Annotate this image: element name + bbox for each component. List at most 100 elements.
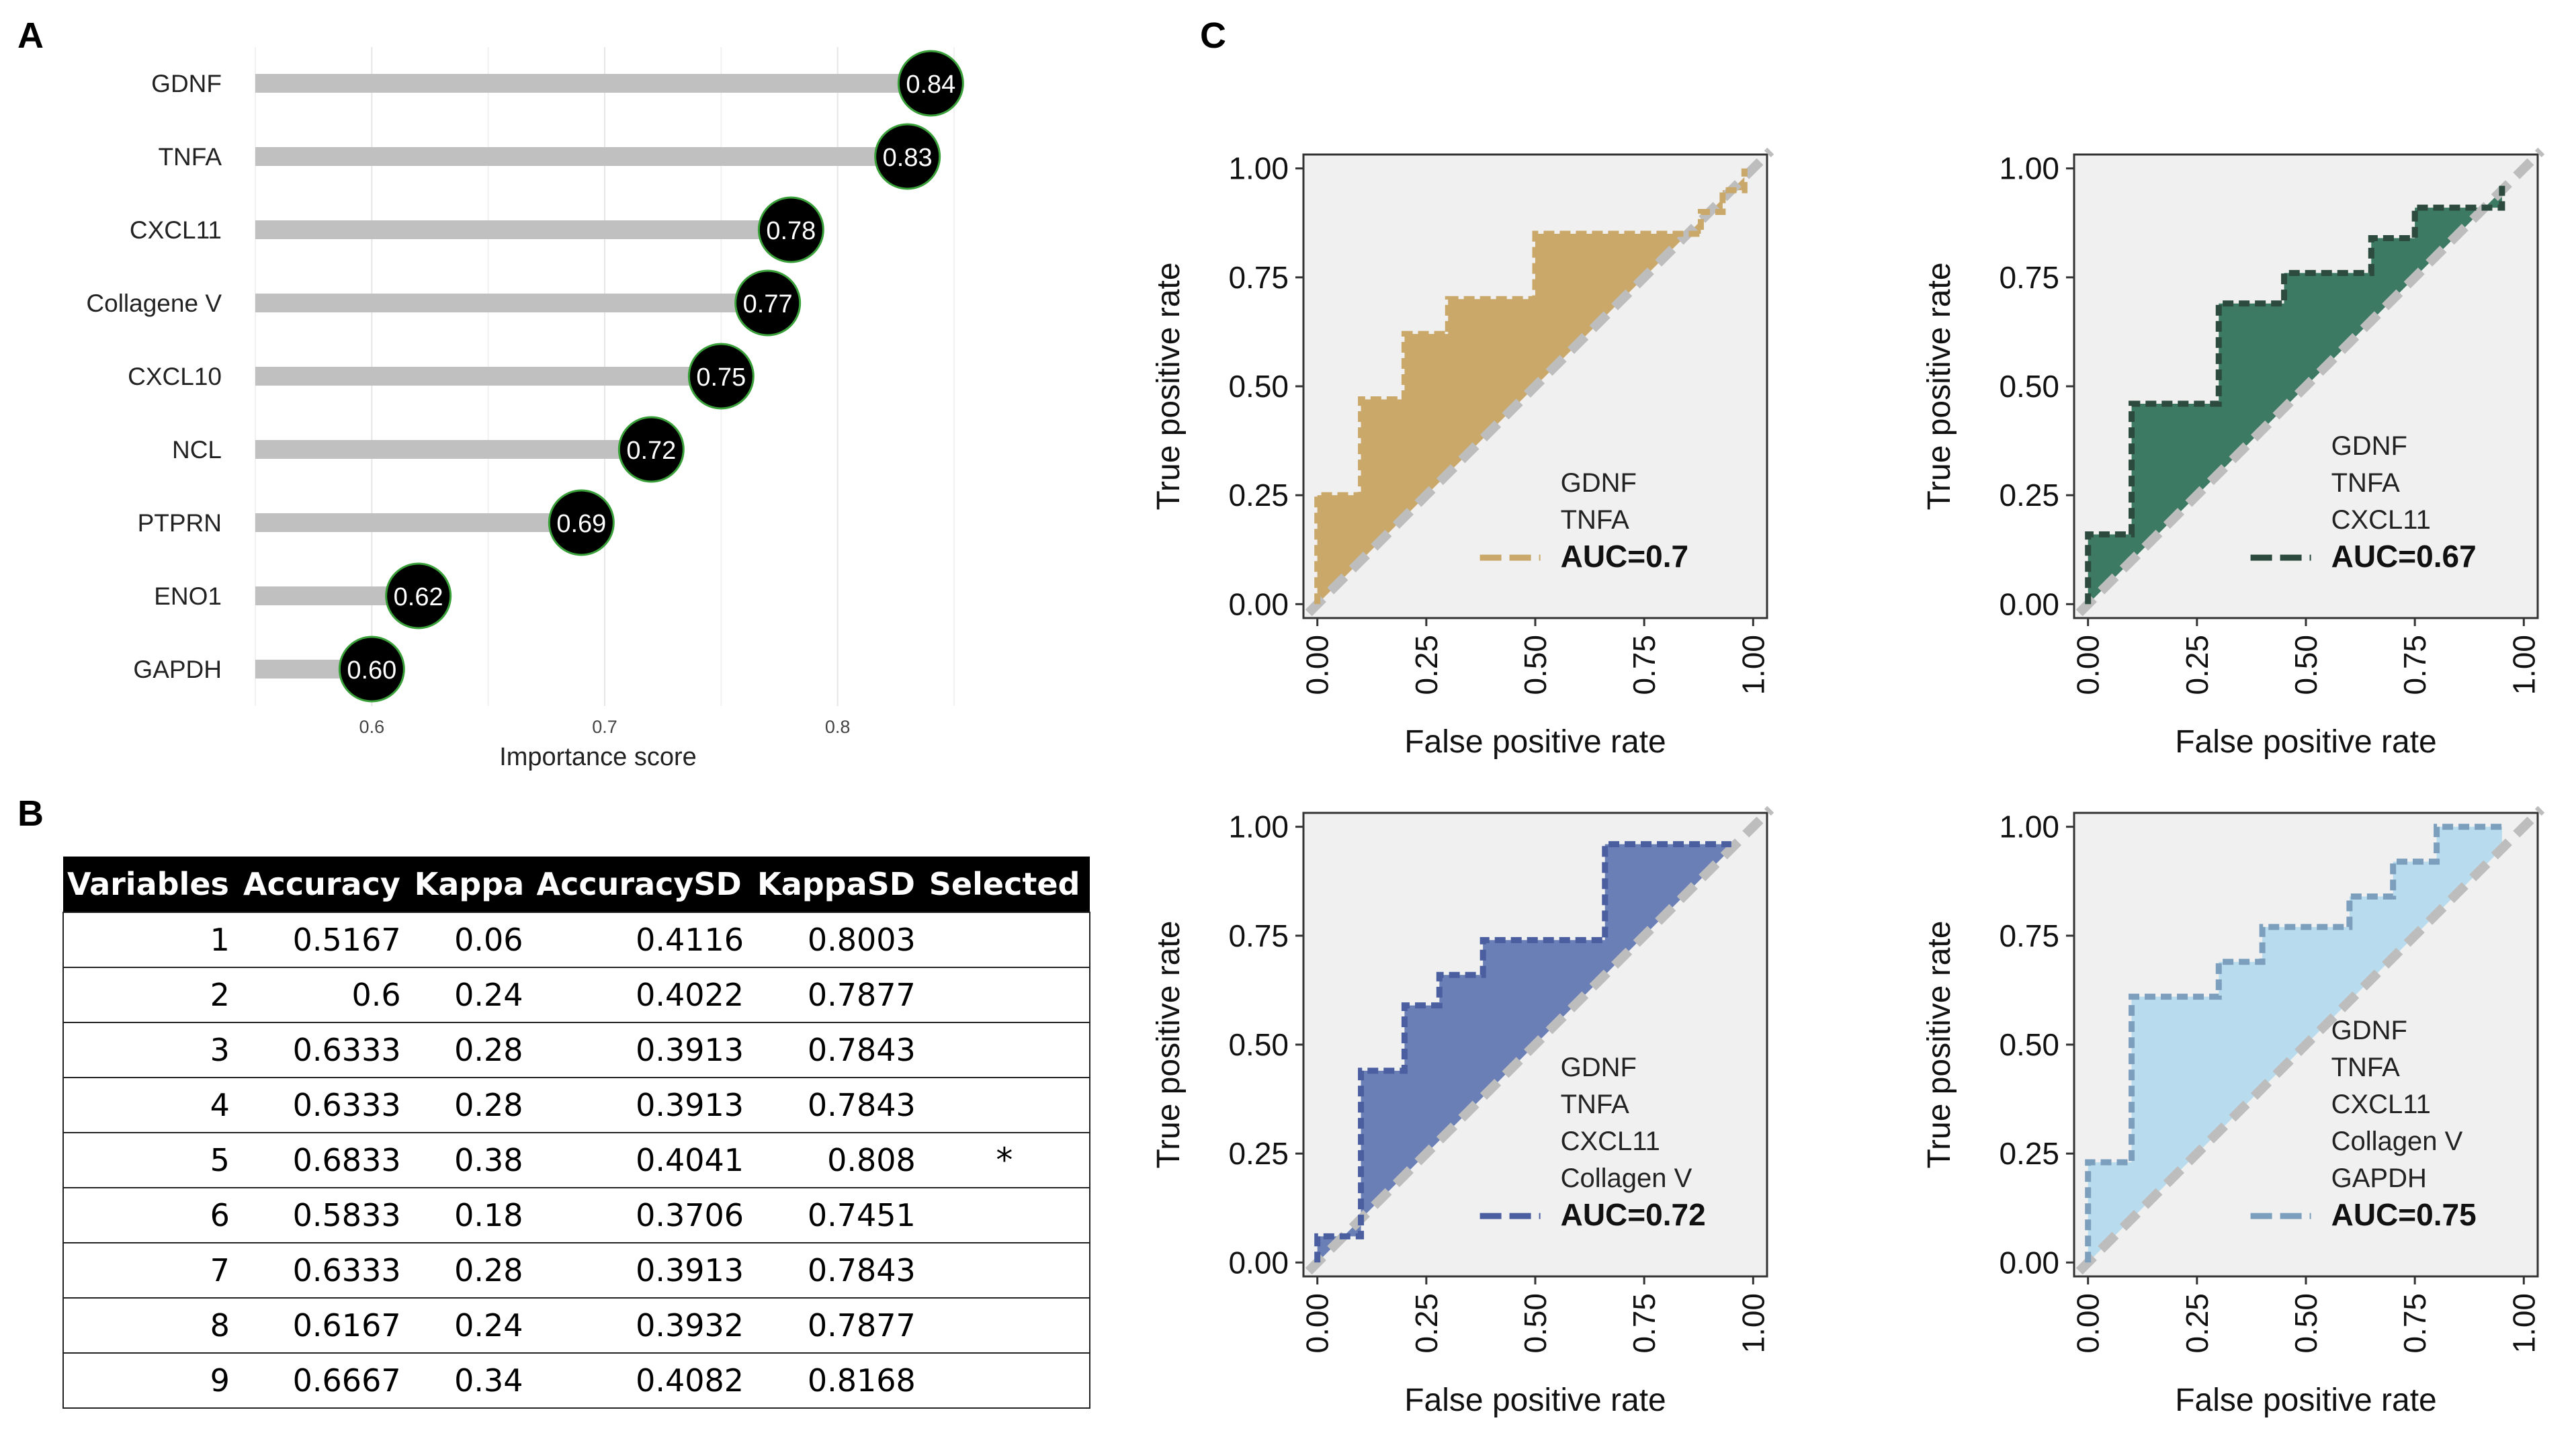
x-tick-label: 0.25: [2180, 635, 2215, 695]
column-header: Kappa: [410, 857, 533, 912]
x-tick-label: 0.00: [2071, 635, 2106, 695]
table-cell: 0.6167: [239, 1297, 411, 1354]
roc-chart-five-vars: 0.00 0.00 0.25 0.25 0.50 0.50 0.75 0.75 1.00 1.00…: [1922, 805, 2545, 1418]
table-cell: [925, 1022, 1091, 1078]
table-body: 1 0.5167 0.06 0.4116 0.8003 2 0.6 0.24 0.4022 0.7…: [62, 912, 1091, 1409]
lollipop-dot: [338, 636, 405, 703]
table-cell: 0.34: [410, 1352, 533, 1409]
table-cell: 4: [62, 1077, 239, 1133]
table-cell: 9: [62, 1352, 239, 1409]
y-tick-label: 1.00: [1999, 151, 2059, 186]
table-cell: 0.28: [410, 1242, 533, 1299]
table-row: 4 0.6333 0.28 0.3913 0.7843: [62, 1077, 1091, 1133]
y-tick-label: 0.75: [1999, 260, 2059, 295]
table-cell: 0.6833: [239, 1132, 411, 1188]
y-axis-label: True positive rate: [1151, 920, 1187, 1168]
x-tick-label: 0.25: [1409, 635, 1444, 695]
y-tick-label: 1.00: [1999, 810, 2059, 844]
x-tick-label: 0.00: [1300, 635, 1335, 695]
table-cell: 0.4116: [532, 912, 754, 968]
table-cell: 0.3913: [532, 1242, 754, 1299]
data-label: 0.69: [556, 510, 606, 538]
table-row: 1 0.5167 0.06 0.4116 0.8003: [62, 912, 1091, 968]
x-tick-label: 0.6: [359, 717, 385, 737]
x-tick-label: 1.00: [1735, 1293, 1770, 1354]
y-tick-label: NCL: [172, 436, 222, 464]
table-cell: 0.5167: [239, 912, 411, 968]
legend-variable: GDNF: [1561, 468, 1637, 498]
table-row: 8 0.6167 0.24 0.3932 0.7877: [62, 1297, 1091, 1354]
y-tick-label: 0.75: [1228, 918, 1289, 953]
y-tick-label: 0.00: [1228, 586, 1289, 621]
table-cell: 0.4022: [532, 967, 754, 1023]
y-tick-label: PTPRN: [138, 509, 222, 537]
y-tick-label: 0.00: [1228, 1245, 1289, 1280]
legend-variable: GAPDH: [2331, 1164, 2427, 1193]
y-tick-label: CXCL10: [128, 363, 222, 390]
y-tick-label: GAPDH: [133, 656, 222, 683]
x-tick-label: 0.7: [592, 717, 617, 737]
table-cell: 0.6333: [239, 1242, 411, 1299]
data-label: 0.77: [743, 290, 793, 318]
legend-variable: Collagen V: [1561, 1164, 1692, 1193]
roc-chart-gdnf-tnfa: 0.00 0.00 0.25 0.25 0.50 0.50 0.75 0.75 1.00 1.00…: [1151, 147, 1774, 760]
bar: [255, 367, 722, 386]
data-label: 0.62: [394, 583, 443, 611]
table-cell: 0.5833: [239, 1187, 411, 1243]
table-cell: 0.4082: [532, 1352, 754, 1409]
x-tick-label: 0.50: [1518, 1293, 1553, 1354]
table-cell: 0.808: [753, 1132, 925, 1188]
y-tick-label: ENO1: [154, 582, 222, 610]
x-tick-label: 0.75: [2397, 635, 2432, 695]
y-tick-label: 1.00: [1228, 151, 1289, 186]
table-cell: 0.6: [239, 967, 411, 1023]
column-header: Accuracy: [239, 857, 411, 912]
roc-chart-gdnf-tnfa-cxcl11: 0.00 0.00 0.25 0.25 0.50 0.50 0.75 0.75 1.00 1.00…: [1922, 147, 2545, 760]
table-cell: 0.3913: [532, 1077, 754, 1133]
y-tick-label: 0.75: [1999, 918, 2059, 953]
lollipop-dot: [687, 343, 755, 410]
y-tick-label: 0.75: [1228, 260, 1289, 295]
legend-auc: AUC=0.75: [2331, 1197, 2477, 1232]
x-tick-label: 0.75: [1627, 635, 1662, 695]
table-cell: [925, 1352, 1091, 1409]
panel-c-label: C: [1200, 15, 1226, 56]
table-cell: 0.7877: [753, 967, 925, 1023]
y-tick-label: 1.00: [1228, 810, 1289, 844]
lollipop-dot: [548, 489, 615, 556]
y-tick-label: 0.00: [1999, 1245, 2059, 1280]
bar: [255, 74, 931, 93]
legend-auc: AUC=0.67: [2331, 539, 2477, 574]
table-cell: 0.6667: [239, 1352, 411, 1409]
table-cell: 0.3706: [532, 1187, 754, 1243]
table-row: 9 0.6667 0.34 0.4082 0.8168: [62, 1352, 1091, 1409]
legend-variable: GDNF: [1561, 1053, 1637, 1082]
legend-variable: TNFA: [1561, 505, 1630, 535]
x-axis-label: False positive rate: [1404, 1383, 1666, 1418]
bar: [255, 220, 791, 239]
table-row: 3 0.6333 0.28 0.3913 0.7843: [62, 1022, 1091, 1078]
data-label: 0.75: [696, 363, 746, 392]
legend-variable: Collagen V: [2331, 1127, 2463, 1156]
table-cell: 0.8003: [753, 912, 925, 968]
lollipop-dot: [874, 123, 941, 190]
table-cell: 0.28: [410, 1077, 533, 1133]
table-cell: 0.24: [410, 1297, 533, 1354]
data-label: 0.83: [883, 144, 933, 172]
roc-curve: [2085, 185, 2505, 605]
bar: [255, 294, 768, 312]
x-tick-label: 1.00: [2506, 635, 2541, 695]
y-tick-label: 0.50: [1228, 1027, 1289, 1062]
roc-chart-four-vars: 0.00 0.00 0.25 0.25 0.50 0.50 0.75 0.75 1.00 1.00…: [1151, 805, 1774, 1418]
y-axis-label: True positive rate: [1151, 262, 1187, 510]
table-cell: 2: [62, 967, 239, 1023]
table-cell: 0.7451: [753, 1187, 925, 1243]
x-tick-label: 0.25: [2180, 1293, 2215, 1354]
legend-variable: TNFA: [2331, 1053, 2401, 1082]
table-row: 7 0.6333 0.28 0.3913 0.7843: [62, 1242, 1091, 1299]
table-cell: 6: [62, 1187, 239, 1243]
table-cell: [925, 912, 1091, 968]
lollipop-dot: [617, 416, 685, 483]
table-cell: 0.4041: [532, 1132, 754, 1188]
table-cell: 0.06: [410, 912, 533, 968]
